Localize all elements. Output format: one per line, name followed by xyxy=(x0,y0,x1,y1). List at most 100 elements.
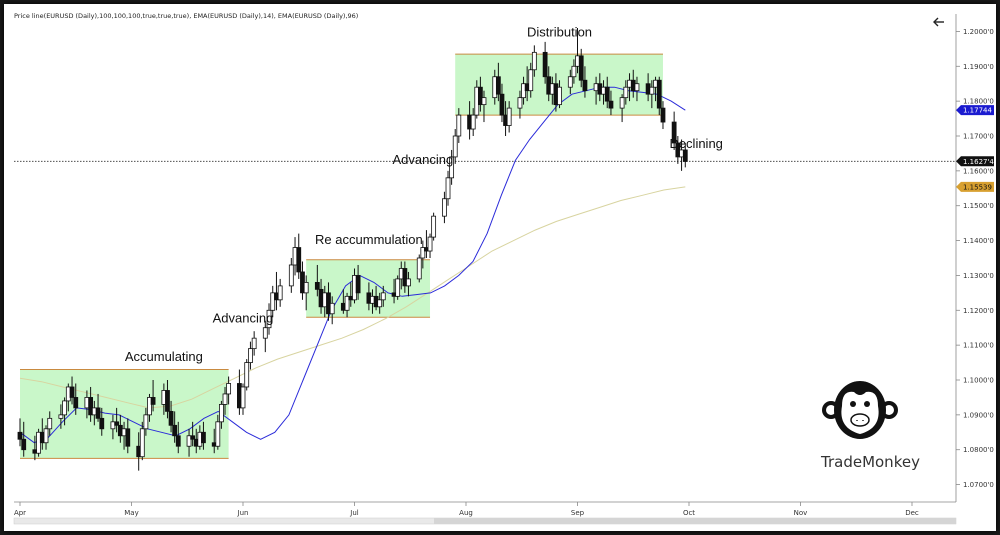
candle-body xyxy=(17,431,23,440)
candle-body xyxy=(219,403,224,423)
candle-86 xyxy=(452,129,458,164)
y-tick-label: 1.1200'0 xyxy=(963,307,994,315)
candle-26 xyxy=(147,393,152,422)
candle-98 xyxy=(517,90,523,119)
candle-body xyxy=(623,86,629,99)
candle-body xyxy=(277,285,283,301)
candle-body xyxy=(452,135,458,158)
candle-body xyxy=(270,292,276,311)
candle-82 xyxy=(431,212,437,241)
candle-body xyxy=(296,247,302,273)
y-tick-label: 1.1000'0 xyxy=(963,377,994,385)
candle-body xyxy=(58,414,64,419)
annotation-label: Declining xyxy=(669,136,722,151)
candle-body xyxy=(528,69,534,92)
candle-body xyxy=(244,362,250,388)
arrow-left-icon[interactable] xyxy=(933,17,944,27)
candle-body xyxy=(314,281,320,290)
candle-body xyxy=(88,397,94,416)
candle-body xyxy=(499,93,505,116)
chart-header: Price line(EURUSD (Daily),100,100,100,tr… xyxy=(14,12,358,20)
candle-52 xyxy=(277,278,283,307)
candle-47 xyxy=(251,331,257,356)
candle-body xyxy=(442,198,447,217)
y-tick-label: 1.1100'0 xyxy=(963,342,994,350)
candle-32 xyxy=(175,421,181,454)
candle-44 xyxy=(240,383,246,415)
candle-8 xyxy=(58,404,64,429)
candle-45 xyxy=(244,359,250,391)
chart-window: Price line(EURUSD (Daily),100,100,100,tr… xyxy=(4,4,996,531)
candle-body xyxy=(567,76,573,88)
candle-25 xyxy=(143,407,149,436)
candle-124 xyxy=(649,80,655,109)
candle-119 xyxy=(623,80,629,105)
candle-body xyxy=(175,435,181,447)
candle-128 xyxy=(671,111,677,150)
candle-body xyxy=(43,428,49,444)
candle-48 xyxy=(262,320,268,353)
candle-64 xyxy=(344,292,350,318)
candle-112 xyxy=(582,66,588,98)
candle-body xyxy=(143,414,149,430)
brand-name: TradeMonkey xyxy=(820,453,920,471)
candle-body xyxy=(506,107,512,126)
candle-body xyxy=(215,421,221,447)
y-tick-label: 1.0900'0 xyxy=(963,411,994,419)
price-chart[interactable]: Price line(EURUSD (Daily),100,100,100,tr… xyxy=(4,4,996,531)
candle-31 xyxy=(172,411,178,443)
x-tick-label: Apr xyxy=(14,509,26,517)
candle-body xyxy=(266,309,272,329)
candle-body xyxy=(495,76,501,95)
x-tick-label: May xyxy=(124,509,138,517)
candle-body xyxy=(69,386,75,398)
candle-94 xyxy=(495,62,501,102)
y-tick-label: 1.1900'0 xyxy=(963,63,994,71)
candle-97 xyxy=(506,101,512,133)
candle-27 xyxy=(150,380,156,412)
annotations-layer: Accumulating Advancing Re accummulation Adv… xyxy=(125,25,723,364)
candle-46 xyxy=(248,341,253,370)
candle-40 xyxy=(219,400,224,429)
annotation-label: Advancing xyxy=(213,310,274,325)
scrollbar-thumb[interactable] xyxy=(434,518,956,524)
candle-116 xyxy=(604,76,610,109)
candle-9 xyxy=(62,397,67,426)
candle-77 xyxy=(406,271,411,297)
candle-body xyxy=(542,51,548,78)
candle-131 xyxy=(682,142,688,168)
y-tick-label: 1.1400'0 xyxy=(963,237,994,245)
candle-78 xyxy=(416,254,422,283)
candle-body xyxy=(251,337,257,350)
candle-30 xyxy=(168,400,174,433)
candle-body xyxy=(456,114,462,137)
candle-body xyxy=(150,397,156,405)
x-tick-label: Nov xyxy=(794,509,808,517)
candle-83 xyxy=(442,191,447,224)
candle-53 xyxy=(288,258,294,293)
candles-layer xyxy=(17,27,688,471)
candle-body xyxy=(477,86,483,106)
candle-6 xyxy=(43,425,49,450)
candle-body xyxy=(578,55,584,81)
candle-127 xyxy=(660,101,666,130)
y-tick-label: 1.1500'0 xyxy=(963,202,994,210)
x-tick-label: Oct xyxy=(683,509,695,517)
candle-16 xyxy=(95,393,101,422)
candle-body xyxy=(190,435,196,440)
candle-body xyxy=(147,397,152,416)
candle-39 xyxy=(215,414,221,450)
candle-74 xyxy=(395,275,401,300)
candle-102 xyxy=(531,45,537,77)
ema96-line xyxy=(19,186,686,409)
candle-body xyxy=(416,257,422,280)
candle-17 xyxy=(99,407,105,436)
candle-79 xyxy=(420,240,426,269)
y-tick-label: 1.1800'0 xyxy=(963,98,994,106)
candle-118 xyxy=(619,94,625,123)
price-tags-layer: 1.17744 1.1627'4 1.15539 xyxy=(956,105,994,192)
candle-body xyxy=(420,247,426,259)
candle-body xyxy=(344,295,350,311)
ema96-layer xyxy=(19,186,686,409)
candle-body xyxy=(557,86,562,106)
